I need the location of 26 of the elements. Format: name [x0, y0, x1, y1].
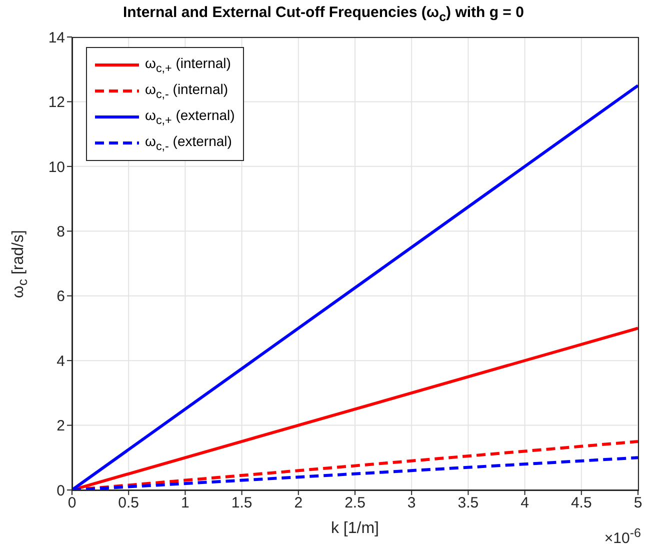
- x-tick-label: 3: [407, 494, 416, 512]
- y-tick-label: 10: [48, 158, 65, 176]
- y-tick-label: 6: [56, 288, 65, 306]
- y-tick-label: 8: [56, 223, 65, 240]
- x-axis-title: k [1/m]: [330, 520, 379, 537]
- y-tick-label: 0: [56, 482, 65, 500]
- x-tick-label: 2: [294, 494, 303, 512]
- x-tick-label: 1.5: [231, 494, 252, 512]
- x-tick-label: 0.5: [118, 494, 140, 512]
- legend-label: ω$_{c,-}$ (internal): [145, 81, 228, 101]
- legend-label: ω$_{c,-}$ (external): [145, 133, 232, 153]
- y-tick-label: 4: [56, 352, 65, 370]
- x-tick-label: 5: [634, 494, 642, 512]
- x-tick-label: 2.5: [344, 494, 366, 512]
- chart-title: Internal and External Cut-off Frequencies (ω$_{c}$) with g = 0: [123, 4, 524, 24]
- x-tick-label: 0: [68, 494, 76, 512]
- y-tick-label: 2: [56, 418, 65, 435]
- x-tick-label: 4: [520, 494, 529, 512]
- y-tick-label: 14: [48, 29, 65, 46]
- x-tick-label: 4.5: [570, 494, 592, 512]
- text: ×10$^{-6}$: [604, 526, 641, 547]
- x-tick-label: 1: [181, 494, 190, 512]
- y-tick-label: 12: [48, 94, 65, 112]
- x-tick-label: 3.5: [458, 494, 479, 512]
- legend-label: ω$_{c,+}$ (external): [145, 107, 235, 127]
- legend-label: ω$_{c,+}$ (internal): [145, 55, 231, 75]
